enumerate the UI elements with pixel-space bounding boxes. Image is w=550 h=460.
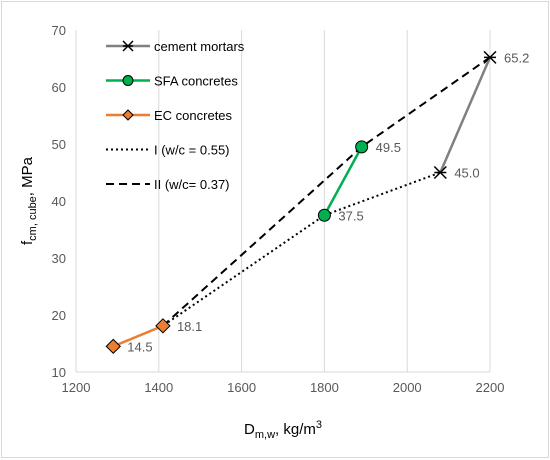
data-label: 49.5	[376, 140, 401, 155]
x-tick-label: 2000	[393, 380, 422, 395]
legend-marker-0	[122, 40, 134, 52]
y-tick-label: 60	[52, 80, 66, 95]
series-line-0	[439, 56, 492, 173]
y-tick-label: 50	[52, 137, 66, 152]
x-tick-label: 1200	[62, 380, 91, 395]
legend-marker-1	[122, 75, 134, 86]
data-point-0-1	[483, 50, 497, 64]
legend-label: SFA concretes	[154, 74, 238, 89]
legend-label: cement mortars	[154, 39, 245, 54]
legend-marker-2	[122, 109, 134, 121]
y-tick-label: 10	[52, 365, 66, 380]
data-point-1-0	[317, 208, 331, 222]
x-tick-label: 2200	[476, 380, 505, 395]
data-point-0-0	[433, 165, 447, 180]
y-tick-label: 20	[52, 308, 66, 323]
data-point-2-0	[105, 338, 121, 355]
x-tick-label: 1400	[144, 380, 173, 395]
y-tick-label: 40	[52, 194, 66, 209]
series-line-2	[112, 324, 164, 348]
data-label: 45.0	[454, 166, 479, 181]
series-line-1	[323, 146, 363, 216]
legend-label: EC concretes	[154, 108, 233, 123]
y-axis-title: fcm, cube, MPa	[19, 156, 39, 245]
legend-label: II (w/c= 0.37)	[154, 177, 230, 192]
data-label: 14.5	[127, 339, 152, 354]
legend-label: I (w/c = 0.55)	[154, 143, 230, 158]
data-label: 18.1	[177, 319, 202, 334]
y-tick-label: 70	[52, 23, 66, 38]
data-label: 37.5	[338, 208, 363, 223]
x-tick-label: 1800	[310, 380, 339, 395]
x-tick-label: 1600	[227, 380, 256, 395]
data-point-1-1	[355, 140, 369, 154]
data-label: 65.2	[504, 50, 529, 65]
y-tick-label: 30	[52, 251, 66, 266]
x-axis-title: Dm,w, kg/m3	[244, 419, 322, 441]
data-point-2-1	[155, 318, 171, 334]
